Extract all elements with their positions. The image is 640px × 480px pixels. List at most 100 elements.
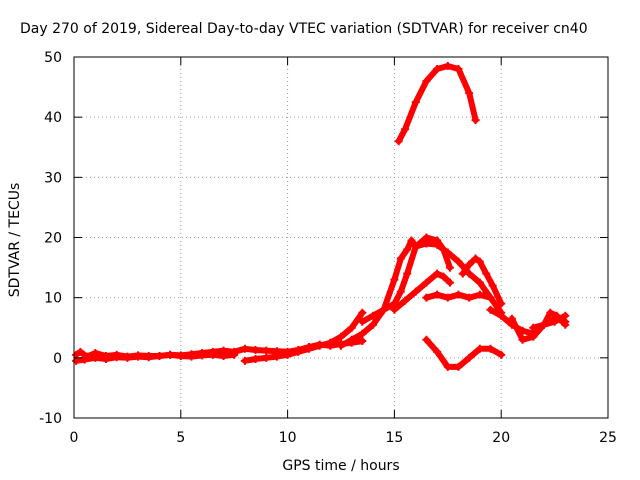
data-point: [497, 311, 506, 320]
data-point: [454, 257, 463, 266]
data-point: [486, 344, 495, 353]
data-point: [390, 275, 399, 284]
data-point: [488, 281, 497, 290]
series-arc-8: [422, 335, 506, 371]
series-arc-6: [390, 269, 454, 314]
data-point: [497, 350, 506, 359]
data-point: [390, 305, 399, 314]
data-point: [358, 336, 367, 345]
data-point: [315, 341, 324, 350]
data-point: [475, 257, 484, 266]
data-point: [230, 350, 239, 359]
data-point: [422, 77, 431, 86]
data-point: [529, 332, 538, 341]
data-point: [454, 65, 463, 74]
ticks: 0 5 10 15 20 25 -10 0 10 20 30 40 50: [39, 50, 617, 446]
x-tick-label: 20: [492, 430, 510, 446]
series-arc-3: [240, 308, 367, 365]
data-point: [422, 233, 431, 242]
data-point: [262, 353, 271, 362]
data-point: [401, 296, 410, 305]
data-point: [112, 353, 121, 362]
data-point: [439, 245, 448, 254]
y-tick-label: 40: [44, 110, 62, 126]
data-point: [422, 293, 431, 302]
data-point: [507, 314, 516, 323]
y-tick-label: 0: [53, 351, 62, 367]
data-point: [396, 254, 405, 263]
data-point: [358, 317, 367, 326]
data-point: [394, 137, 403, 146]
series-layer: [72, 62, 570, 371]
data-point: [407, 236, 416, 245]
data-point: [497, 299, 506, 308]
data-point: [294, 347, 303, 356]
series-line: [338, 237, 505, 349]
data-point: [454, 290, 463, 299]
data-point: [369, 311, 378, 320]
data-point: [283, 350, 292, 359]
data-point: [304, 344, 313, 353]
data-point: [134, 352, 143, 361]
y-tick-label: 10: [44, 291, 62, 307]
data-point: [422, 335, 431, 344]
series-line: [530, 312, 569, 331]
data-point: [486, 305, 495, 314]
data-point: [379, 305, 388, 314]
data-point: [439, 272, 448, 281]
y-axis-label: SDTVAR / TECUs: [7, 183, 23, 298]
data-point: [166, 350, 175, 359]
data-point: [539, 320, 548, 329]
series-arc-9: [458, 254, 506, 308]
series-line: [73, 351, 238, 364]
data-point: [251, 355, 260, 364]
series-arc-2: [72, 350, 239, 365]
data-point: [411, 287, 420, 296]
data-point: [550, 317, 559, 326]
data-point: [272, 352, 281, 361]
data-point: [445, 278, 454, 287]
data-point: [471, 254, 480, 263]
data-point: [347, 335, 356, 344]
y-tick-label: -10: [39, 411, 62, 427]
data-point: [396, 287, 405, 296]
data-point: [475, 344, 484, 353]
series-arc-13: [529, 311, 570, 332]
data-point: [475, 278, 484, 287]
data-point: [561, 311, 570, 320]
data-point: [176, 352, 185, 361]
data-point: [433, 269, 442, 278]
data-point: [240, 356, 249, 365]
data-point: [403, 269, 412, 278]
data-point: [76, 347, 85, 356]
data-point: [358, 329, 367, 338]
data-point: [369, 320, 378, 329]
data-point: [454, 362, 463, 371]
data-point: [262, 346, 271, 355]
data-point: [80, 355, 89, 364]
data-point: [403, 245, 412, 254]
data-point: [482, 269, 491, 278]
data-point: [401, 125, 410, 134]
x-axis-label: GPS time / hours: [282, 458, 399, 474]
y-tick-label: 20: [44, 231, 62, 247]
x-tick-label: 15: [385, 430, 403, 446]
data-point: [433, 290, 442, 299]
data-point: [155, 352, 164, 361]
data-point: [465, 293, 474, 302]
data-point: [251, 346, 260, 355]
data-point: [208, 350, 217, 359]
data-point: [529, 323, 538, 332]
data-point: [337, 341, 345, 350]
data-point: [358, 308, 367, 317]
data-point: [102, 355, 111, 364]
data-point: [445, 263, 454, 272]
data-point: [486, 293, 495, 302]
series-arc-10: [422, 290, 495, 302]
data-point: [411, 242, 420, 251]
data-point: [443, 62, 452, 71]
data-point: [546, 308, 555, 317]
x-tick-label: 25: [599, 430, 617, 446]
data-point: [433, 236, 442, 245]
